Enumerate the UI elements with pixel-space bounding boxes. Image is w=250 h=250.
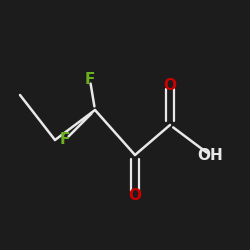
Text: O: O — [164, 78, 176, 92]
Text: F: F — [60, 132, 70, 148]
Text: O: O — [128, 188, 141, 202]
Text: OH: OH — [197, 148, 223, 162]
Text: F: F — [85, 72, 95, 88]
